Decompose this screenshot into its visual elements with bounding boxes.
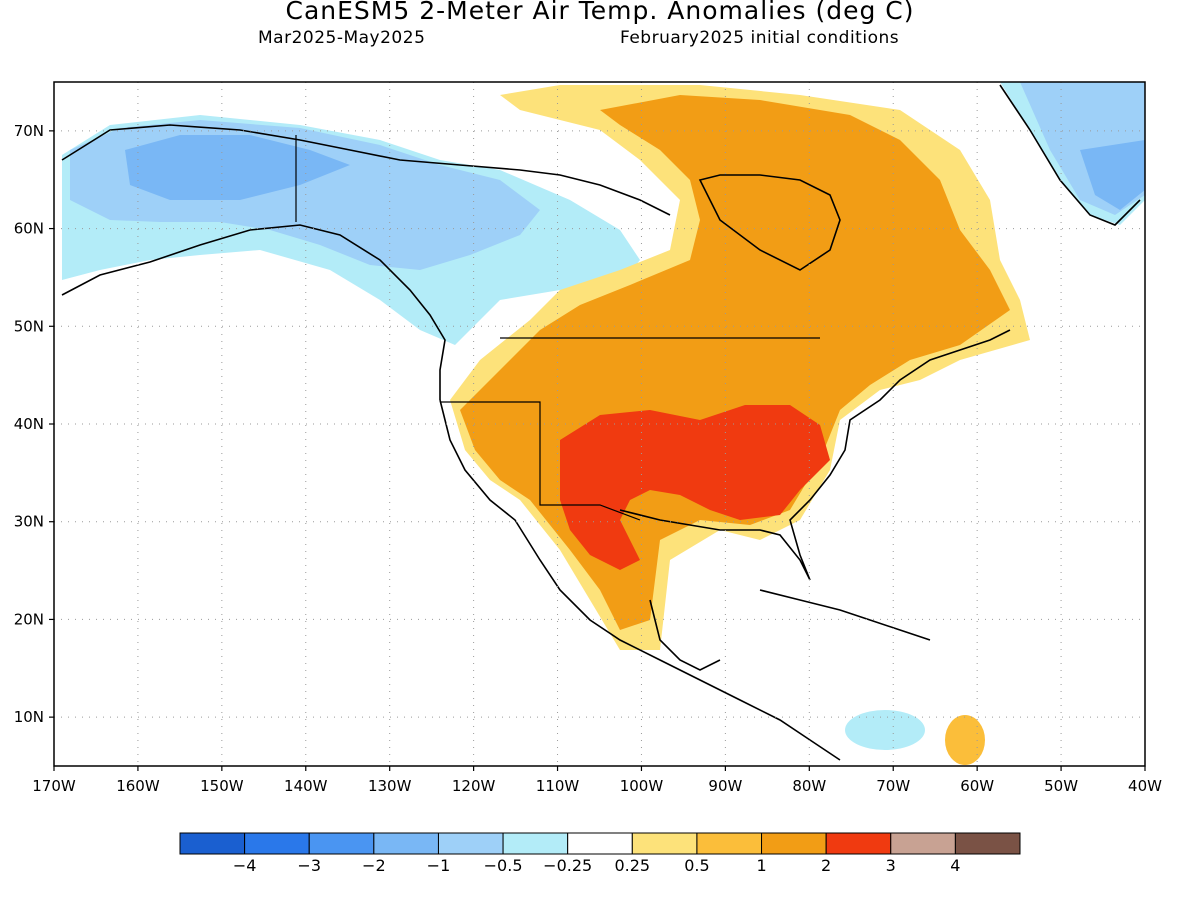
colorbar-swatch (696, 832, 763, 855)
colorbar-swatch (373, 832, 439, 855)
lat-tick-label: 20N (14, 610, 44, 628)
colorbar-swatch (244, 832, 310, 855)
lat-tick-label: 30N (14, 513, 44, 531)
anomaly-region-caribbean (845, 710, 925, 750)
map-title: CanESM5 2-Meter Air Temp. Anomalies (deg… (285, 0, 915, 25)
colorbar-label: −1 (427, 856, 451, 875)
colorbar-swatch (954, 832, 1021, 855)
lon-tick-label: 60W (960, 777, 994, 795)
colorbar-swatch (308, 832, 375, 855)
longitude-axis: 170W 160W 150W 140W 130W 120W 110W 100W 90W 80W 70… (32, 766, 1162, 795)
colorbar-swatch (761, 832, 827, 855)
anomaly-region-warm-2to3 (560, 405, 830, 570)
colorbar-swatch (567, 832, 633, 855)
colorbar: −4 −3 −2 −1 −0.5 −0.25 0.25 0.5 1 2 3 4 (179, 832, 1021, 875)
lon-tick-label: 80W (792, 777, 826, 795)
lon-tick-label: 40W (1128, 777, 1162, 795)
lon-tick-label: 110W (536, 777, 580, 795)
colorbar-swatch (890, 832, 956, 855)
coastlines (61, 84, 1141, 761)
colorbar-label: 0.25 (614, 856, 650, 875)
anomaly-field (61, 82, 1145, 765)
colorbar-label: 1 (756, 856, 766, 875)
forecast-period: Mar2025-May2025 (258, 28, 426, 48)
anomaly-region-venezuela (945, 715, 985, 765)
lat-tick-label: 50N (14, 317, 44, 335)
lat-tick-label: 40N (14, 415, 44, 433)
initial-conditions: February2025 initial conditions (620, 28, 900, 48)
lon-tick-label: 50W (1044, 777, 1078, 795)
colorbar-label: 4 (950, 856, 960, 875)
lon-tick-label: 140W (284, 777, 328, 795)
lon-tick-label: 100W (620, 777, 664, 795)
colorbar-label: −0.5 (484, 856, 523, 875)
lon-tick-label: 120W (452, 777, 496, 795)
anomaly-region-greenland-center (1080, 140, 1145, 210)
lon-tick-label: 160W (116, 777, 160, 795)
colorbar-swatch (437, 832, 504, 855)
lon-tick-label: 70W (876, 777, 910, 795)
colorbar-label: −3 (297, 856, 321, 875)
lon-tick-label: 90W (708, 777, 742, 795)
anomaly-region-alaska-center (125, 135, 350, 200)
colorbar-label: −4 (233, 856, 257, 875)
lat-tick-label: 10N (14, 708, 44, 726)
colorbar-label: 2 (821, 856, 831, 875)
colorbar-swatch (179, 832, 246, 855)
latitude-axis: 10N 20N 30N 40N 50N 60N 70N (14, 122, 54, 726)
colorbar-label: 0.5 (684, 856, 709, 875)
colorbar-label: −2 (362, 856, 386, 875)
colorbar-label: −0.25 (543, 856, 592, 875)
political-borders (295, 135, 820, 521)
lon-tick-label: 150W (200, 777, 244, 795)
colorbar-label: 3 (886, 856, 896, 875)
lon-tick-label: 130W (368, 777, 412, 795)
lat-tick-label: 60N (14, 220, 44, 238)
lon-tick-label: 170W (32, 777, 76, 795)
lat-tick-label: 70N (14, 122, 44, 140)
colorbar-swatch (631, 832, 698, 855)
colorbar-swatch (825, 832, 892, 855)
colorbar-swatch (502, 832, 569, 855)
